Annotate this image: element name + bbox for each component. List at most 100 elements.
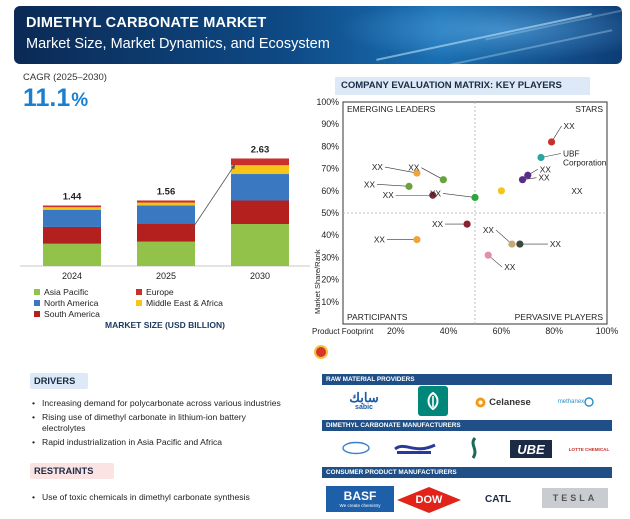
page-subtitle: Market Size, Market Dynamics, and Ecosys… bbox=[26, 36, 330, 52]
y-tick-label: 70% bbox=[321, 164, 339, 174]
bar-segment bbox=[137, 241, 195, 266]
bullet-dot: • bbox=[32, 398, 36, 408]
manufacturer-logo-3 bbox=[467, 436, 483, 460]
y-tick-label: 60% bbox=[321, 186, 339, 196]
company-point bbox=[537, 153, 545, 162]
y-tick-label: 30% bbox=[321, 252, 339, 262]
raw-material-header: RAW MATERIAL PROVIDERS bbox=[322, 374, 612, 385]
company-point bbox=[524, 171, 532, 179]
legend-label: South America bbox=[44, 309, 100, 319]
company-point bbox=[463, 220, 471, 228]
x-tick-label: 40% bbox=[440, 326, 458, 336]
bar-segment bbox=[43, 243, 101, 266]
company-label: XX bbox=[540, 164, 552, 174]
y-tick-label: 50% bbox=[321, 208, 339, 218]
company-label: XX bbox=[564, 121, 576, 131]
tesla-text: TESLA bbox=[552, 493, 598, 503]
legend-item: North America bbox=[34, 298, 98, 308]
sabic-logo: سابك sabic bbox=[336, 388, 392, 414]
y-tick-label: 80% bbox=[321, 141, 339, 151]
restraints-title: RESTRAINTS bbox=[30, 463, 114, 479]
company-label: XX bbox=[432, 219, 444, 229]
legend-swatch bbox=[34, 311, 40, 317]
petronas-logo bbox=[418, 386, 448, 416]
legend-swatch bbox=[34, 300, 40, 306]
company-label: XX bbox=[539, 173, 551, 183]
company-label: XX bbox=[364, 179, 376, 189]
restraint-item: • Use of toxic chemicals in dimethyl carb… bbox=[32, 492, 250, 502]
company-label: XX bbox=[571, 186, 583, 196]
point-callout-line bbox=[384, 166, 417, 174]
company-point bbox=[547, 138, 556, 146]
matrix-title: COMPANY EVALUATION MATRIX: KEY PLAYERS bbox=[335, 77, 590, 95]
cagr-value: 11.1% bbox=[23, 84, 88, 113]
bar-total-label: 1.56 bbox=[157, 186, 176, 197]
cagr-unit: % bbox=[71, 90, 89, 111]
company-label: XX bbox=[504, 262, 516, 272]
bar-segment bbox=[43, 207, 101, 210]
company-point bbox=[484, 251, 492, 259]
sabic-arabic-text: سابك bbox=[349, 389, 379, 405]
celanese-text: Celanese bbox=[489, 396, 531, 408]
quadrant-label: PERVASIVE PLAYERS bbox=[515, 312, 604, 322]
lotte-text: LOTTE CHEMICAL bbox=[568, 446, 610, 452]
legend-label: North America bbox=[44, 298, 99, 308]
x-tick-label: 100% bbox=[596, 326, 619, 336]
company-label: XX bbox=[430, 188, 442, 198]
sabic-latin-text: sabic bbox=[355, 403, 373, 411]
manufacturer-logo-1 bbox=[336, 438, 376, 458]
bar-segment bbox=[43, 205, 101, 208]
award-icon bbox=[314, 345, 328, 359]
company-point bbox=[471, 193, 479, 202]
x-axis-label: Product Footprint bbox=[312, 327, 374, 336]
header-banner: DIMETHYL CARBONATE MARKET Market Size, M… bbox=[14, 6, 622, 64]
basf-text: BASF bbox=[343, 488, 377, 503]
driver-item: • Rapid industrialization in Asia Pacific… bbox=[32, 437, 223, 447]
quadrant-label: EMERGING LEADERS bbox=[347, 104, 436, 114]
y-tick-label: 90% bbox=[321, 119, 339, 129]
market-size-chart: 1.44 2024 1.56 2025 2.63 2030 bbox=[20, 144, 310, 281]
quadrant-label: PARTICIPANTS bbox=[347, 312, 408, 322]
bar-segment bbox=[43, 209, 101, 227]
point-callout-line bbox=[376, 184, 410, 187]
company-evaluation-matrix: 100% 90% 80% 70% 60% 50% 40% 30% 20% 10% 20% 40% 60%… bbox=[312, 97, 619, 336]
celanese-logo: Celanese bbox=[468, 394, 538, 410]
growth-arrow-head bbox=[230, 164, 235, 170]
x-tick-label: 60% bbox=[493, 326, 511, 336]
bar-segment bbox=[43, 226, 101, 244]
consumers-header: CONSUMER PRODUCT MANUFACTURERS bbox=[322, 467, 612, 478]
company-point bbox=[516, 240, 524, 248]
bar-total-label: 1.44 bbox=[63, 192, 82, 203]
growth-arrow-line bbox=[190, 164, 236, 231]
methanex-text: methanex bbox=[557, 399, 585, 405]
bar-segment bbox=[231, 165, 289, 175]
driver-item: • Increasing demand for polycarbonate acr… bbox=[32, 398, 281, 408]
shell-like-mark-icon bbox=[342, 441, 370, 455]
legend-swatch bbox=[136, 300, 142, 306]
company-point bbox=[508, 240, 516, 248]
bar-segment bbox=[137, 200, 195, 203]
tesla-logo: TESLA bbox=[542, 488, 608, 508]
cagr-label: CAGR (2025–2030) bbox=[23, 72, 107, 83]
company-label: Corporation bbox=[563, 158, 607, 168]
legend-swatch bbox=[34, 289, 40, 295]
bar-segment bbox=[231, 158, 289, 166]
legend-item: Asia Pacific bbox=[34, 287, 88, 297]
bar-segment bbox=[137, 202, 195, 206]
point-callout-line bbox=[421, 167, 444, 180]
company-label: XX bbox=[483, 225, 495, 235]
lotte-logo: LOTTE CHEMICAL bbox=[566, 442, 612, 456]
y-tick-label: 40% bbox=[321, 230, 339, 240]
catl-logo: CATL bbox=[478, 490, 518, 508]
celanese-mark-icon bbox=[475, 397, 486, 407]
methanex-mark-icon bbox=[584, 397, 594, 407]
basf-tagline: We create chemistry bbox=[339, 502, 381, 508]
bullet-dot: • bbox=[32, 492, 36, 502]
wave-mark-icon bbox=[394, 443, 436, 454]
basf-logo: BASF We create chemistry bbox=[326, 486, 394, 512]
x-tick-label: 20% bbox=[387, 326, 405, 336]
legend-label: Asia Pacific bbox=[44, 287, 89, 297]
x-tick-label: 2024 bbox=[62, 271, 82, 281]
legend-label: Europe bbox=[146, 287, 174, 297]
y-axis-label: Market Share/Rank bbox=[313, 249, 322, 314]
